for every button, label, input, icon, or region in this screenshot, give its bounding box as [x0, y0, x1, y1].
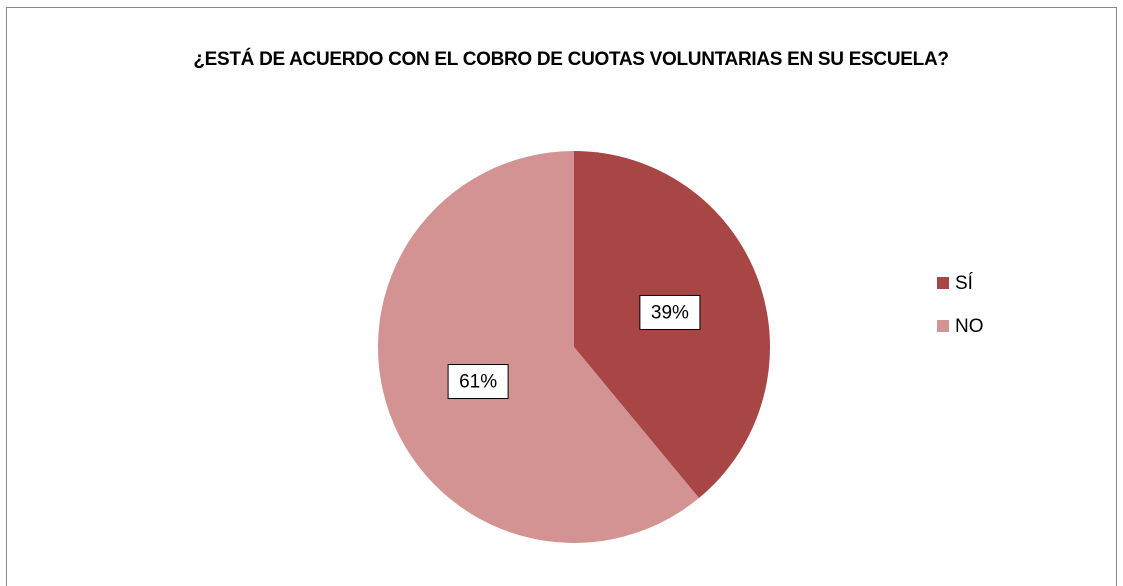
- legend-swatch: [937, 277, 949, 289]
- legend-label: NO: [955, 316, 984, 337]
- data-label: 39%: [651, 302, 689, 323]
- pie-slice: [378, 151, 699, 543]
- data-label-box: [639, 294, 701, 330]
- legend-swatch: [937, 320, 949, 332]
- data-label: 61%: [459, 372, 497, 393]
- chart-frame: [6, 7, 1117, 586]
- data-label-box: [447, 364, 509, 400]
- chart-title: ¿ESTÁ DE ACUERDO CON EL COBRO DE CUOTAS …: [193, 49, 949, 70]
- legend-label: SÍ: [955, 273, 974, 294]
